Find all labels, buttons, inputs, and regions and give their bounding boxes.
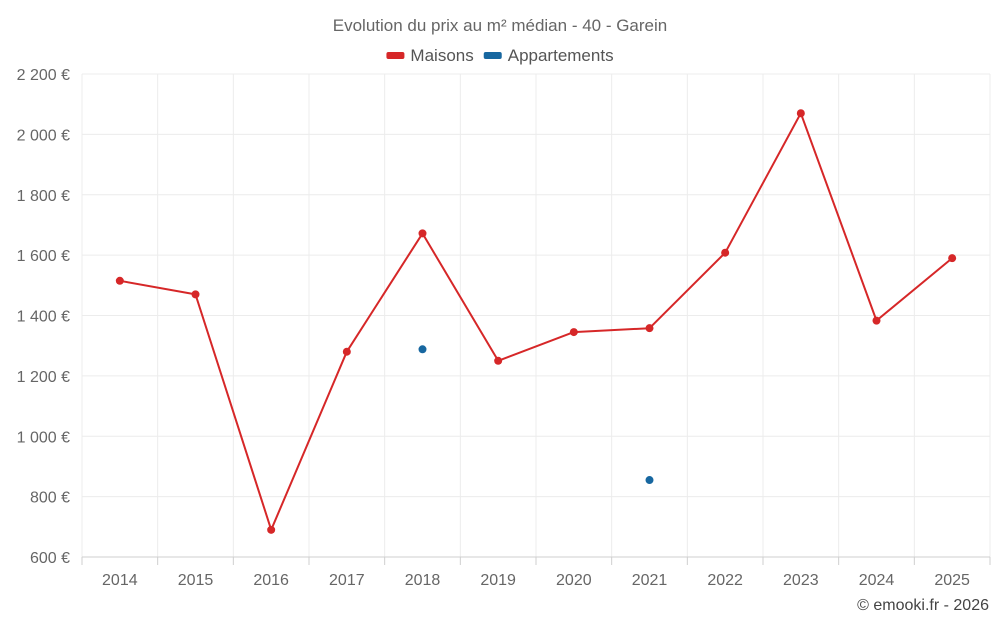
data-point[interactable] — [948, 254, 957, 263]
x-tick-label: 2018 — [405, 572, 441, 589]
y-tick-label: 2 000 € — [17, 127, 70, 144]
data-point[interactable] — [418, 229, 427, 238]
y-tick-label: 1 800 € — [17, 188, 70, 205]
y-tick-label: 800 € — [30, 490, 70, 507]
data-point[interactable] — [267, 525, 276, 534]
chart-series — [115, 109, 957, 534]
y-tick-label: 1 000 € — [17, 429, 70, 446]
x-tick-label: 2017 — [329, 572, 365, 589]
legend-item-appartements[interactable]: Appartements — [483, 46, 614, 65]
series-maisons — [115, 109, 957, 534]
data-point[interactable] — [645, 324, 654, 333]
series-appartements — [418, 345, 654, 485]
data-point[interactable] — [872, 316, 881, 325]
data-point[interactable] — [494, 356, 503, 365]
series-line — [119, 112, 953, 531]
credit-label: © emooki.fr - 2026 — [857, 597, 989, 614]
data-point[interactable] — [418, 345, 427, 354]
y-tick-label: 1 600 € — [17, 248, 70, 265]
data-point[interactable] — [796, 109, 805, 118]
x-tick-label: 2014 — [102, 572, 138, 589]
chart-legend: Maisons Appartements — [386, 46, 614, 65]
legend-swatch — [483, 52, 502, 59]
data-point[interactable] — [115, 276, 124, 285]
legend-label: Maisons — [410, 46, 473, 65]
y-tick-label: 600 € — [30, 550, 70, 567]
legend-label: Appartements — [508, 46, 614, 65]
x-tick-label: 2019 — [480, 572, 516, 589]
x-tick-label: 2021 — [632, 572, 668, 589]
y-tick-label: 1 200 € — [17, 369, 70, 386]
legend-swatch — [386, 52, 405, 59]
x-tick-label: 2015 — [178, 572, 214, 589]
x-tick-label: 2016 — [253, 572, 289, 589]
x-tick-label: 2023 — [783, 572, 819, 589]
x-tick-label: 2024 — [859, 572, 895, 589]
data-point[interactable] — [721, 248, 730, 257]
data-point[interactable] — [191, 290, 200, 299]
data-point[interactable] — [645, 476, 654, 485]
data-point[interactable] — [569, 328, 578, 337]
x-tick-label: 2022 — [707, 572, 743, 589]
x-tick-label: 2025 — [934, 572, 970, 589]
chart-title: Evolution du prix au m² médian - 40 - Ga… — [333, 16, 668, 35]
chart-grid — [81, 73, 991, 557]
y-tick-label: 2 200 € — [17, 67, 70, 84]
legend-item-maisons[interactable]: Maisons — [386, 46, 474, 65]
data-point[interactable] — [342, 347, 351, 356]
x-tick-label: 2020 — [556, 572, 592, 589]
chart-axes: 600 € 800 € 1 000 € 1 200 € 1 400 € 1 600 € 1 … — [17, 67, 991, 589]
y-tick-label: 1 400 € — [17, 309, 70, 326]
